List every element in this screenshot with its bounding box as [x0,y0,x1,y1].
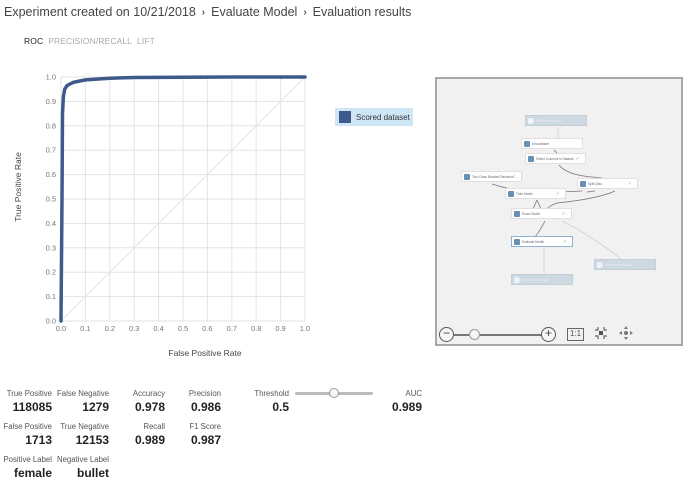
svg-text:0.2: 0.2 [105,324,115,333]
x-axis-ticks: 0.0 0.1 0.2 0.3 0.4 0.5 0.6 0.7 0.8 0.9 1.0 [56,324,310,333]
zoom-out-button[interactable]: − [439,327,454,342]
threshold-slider[interactable] [295,388,373,404]
dataset-icon [524,140,530,147]
svg-text:0.2: 0.2 [46,268,56,277]
svg-text:0.5: 0.5 [46,195,56,204]
web-service-icon [597,261,603,268]
chevron-right-icon: › [201,6,206,18]
metric-precision: Precision 0.986 [188,389,221,414]
tab-precision-recall[interactable]: PRECISION/RECALL [48,36,132,46]
node-train-model[interactable]: Train Model ✓ [505,188,566,199]
svg-text:0.3: 0.3 [46,243,56,252]
zoom-in-button[interactable]: + [541,327,556,342]
chart-tabs: ROC PRECISION/RECALL LIFT [24,36,155,46]
check-icon: ✓ [561,210,566,217]
metric-false-negative: False Negative 1279 [56,389,109,414]
svg-text:0.4: 0.4 [153,324,163,333]
svg-text:0.3: 0.3 [129,324,139,333]
legend-scored-dataset[interactable]: Scored dataset [335,108,413,126]
svg-text:0.6: 0.6 [46,170,56,179]
experiment-diagram-panel[interactable]: Web service input Kira dataset Select Co… [435,77,683,346]
metric-accuracy: Accuracy 0.978 [132,389,165,414]
svg-text:0.7: 0.7 [46,146,56,155]
breadcrumb: Experiment created on 10/21/2018 › Evalu… [4,5,411,19]
svg-text:0.5: 0.5 [178,324,188,333]
threshold-slider-knob[interactable] [329,388,339,398]
module-icon [528,155,534,162]
module-icon [514,210,520,217]
metric-true-positive: True Positive 118085 [6,389,52,414]
tab-roc[interactable]: ROC [24,36,44,46]
web-service-icon [528,117,534,124]
random-baseline-line [60,76,306,322]
svg-text:0.7: 0.7 [227,324,237,333]
svg-text:0.0: 0.0 [56,324,66,333]
metric-true-negative: True Negative 12153 [60,422,109,447]
metric-false-positive: False Positive 1713 [3,422,52,447]
pan-icon[interactable] [618,325,634,341]
node-web-service-input[interactable]: Web service input [525,115,587,126]
zoom-slider-knob[interactable] [469,329,480,340]
evaluation-metrics: True Positive 118085 False Negative 1279… [0,385,695,494]
node-split-data[interactable]: Split Data ✓ [577,178,638,189]
node-two-class-boosted[interactable]: Two-Class Boosted Decision... ✓ [461,171,522,182]
svg-text:0.4: 0.4 [46,219,56,228]
node-dataset[interactable]: Kira dataset [521,138,583,149]
module-icon [580,180,586,187]
svg-text:0.9: 0.9 [46,97,56,106]
svg-text:0.1: 0.1 [46,292,56,301]
svg-text:0.1: 0.1 [80,324,90,333]
svg-text:0.8: 0.8 [251,324,261,333]
svg-text:0.6: 0.6 [202,324,212,333]
zoom-slider-track[interactable] [454,334,542,336]
web-service-icon [514,276,520,283]
metric-recall: Recall 0.989 [134,422,165,447]
roc-curve [59,75,307,323]
metric-negative-label: Negative Label bullet [56,455,109,480]
actual-size-button[interactable]: 1:1 [567,328,584,341]
svg-text:0.8: 0.8 [46,121,56,130]
diagram-zoom-toolbar: − + 1:1 [437,325,681,344]
metric-f1-score: F1 Score 0.987 [189,422,221,447]
svg-text:1.0: 1.0 [46,73,56,82]
check-icon: ✓ [555,190,560,197]
node-evaluate-model[interactable]: Evaluate Model ✓ [511,236,573,247]
svg-text:0.9: 0.9 [275,324,285,333]
check-icon: ✓ [562,238,567,245]
module-icon [464,173,470,180]
metric-positive-label: Positive Label female [3,455,52,480]
fit-to-screen-icon[interactable] [593,325,609,341]
chevron-right-icon: › [303,6,307,18]
check-icon: ✓ [511,173,516,180]
node-web-service-output-1[interactable]: Web service output [594,259,656,270]
y-axis-ticks: 0.0 0.1 0.2 0.3 0.4 0.5 0.6 0.7 0.8 0.9 1.0 [46,73,56,326]
metric-auc: AUC 0.989 [391,389,422,414]
svg-text:0.0: 0.0 [46,317,56,326]
legend-swatch [339,111,351,123]
node-select-columns[interactable]: Select Columns in Dataset ✓ [525,153,586,164]
x-axis-label: False Positive Rate [168,348,241,358]
module-icon [514,238,520,245]
check-icon: ✓ [627,180,632,187]
roc-chart: 0.0 0.1 0.2 0.3 0.4 0.5 0.6 0.7 0.8 0.9 1.0 0.0 0.1… [13,73,310,359]
metric-threshold: Threshold 0.5 [254,389,289,414]
y-axis-label: True Positive Rate [13,152,23,222]
legend-label: Scored dataset [356,112,410,122]
breadcrumb-evaluation-results: Evaluation results [312,5,412,19]
check-icon: ✓ [575,155,580,162]
breadcrumb-experiment[interactable]: Experiment created on 10/21/2018 [4,5,196,19]
breadcrumb-evaluate-model[interactable]: Evaluate Model [211,5,298,19]
tab-lift[interactable]: LIFT [137,36,155,46]
module-icon [508,190,514,197]
node-web-service-output-2[interactable]: Web service output [511,274,573,285]
node-score-model[interactable]: Score Model ✓ [511,208,572,219]
svg-text:1.0: 1.0 [300,324,310,333]
